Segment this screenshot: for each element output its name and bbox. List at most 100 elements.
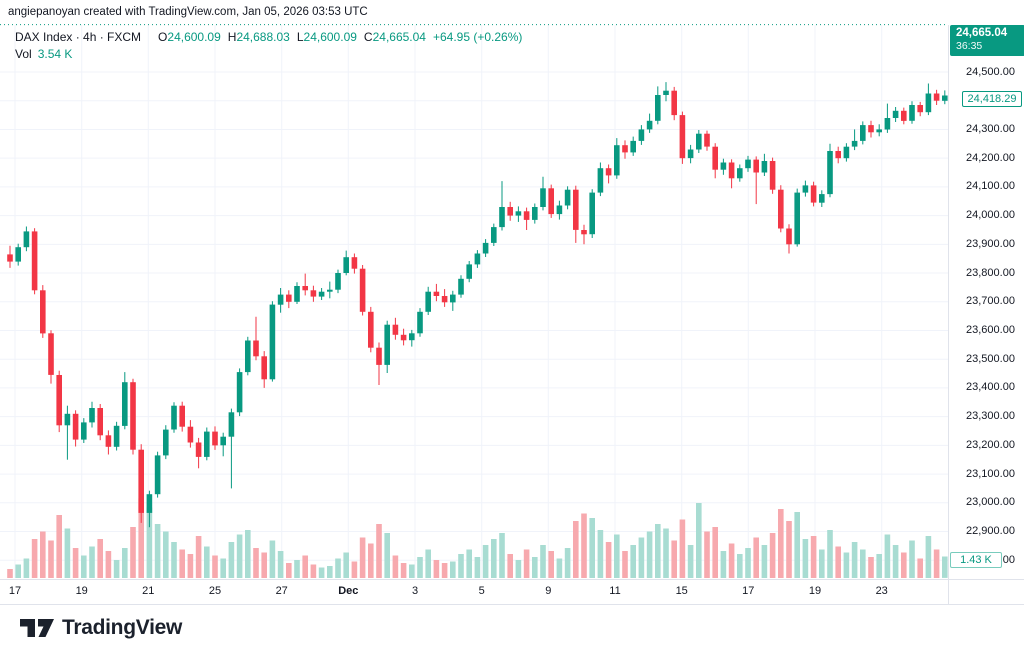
- volume-bar: [564, 548, 571, 578]
- volume-bar: [802, 539, 809, 578]
- volume-bar: [277, 551, 284, 578]
- candle-body: [409, 333, 415, 341]
- volume-bar: [761, 545, 768, 578]
- candle-body: [171, 405, 177, 430]
- candle-body: [663, 90, 669, 95]
- time-tick-label: 25: [208, 585, 222, 597]
- volume-bar: [409, 564, 415, 578]
- candle-body: [277, 294, 284, 305]
- candle-body: [236, 372, 243, 413]
- candle-body: [589, 192, 595, 235]
- volume-bar: [892, 545, 899, 578]
- candle-body: [638, 129, 645, 141]
- volume-bar: [876, 554, 882, 578]
- candle-body: [753, 159, 759, 173]
- candle-body: [105, 435, 112, 447]
- volume-bar: [942, 556, 948, 578]
- candle-body: [597, 168, 604, 193]
- open-label: O: [158, 30, 168, 44]
- candle-body: [925, 93, 932, 113]
- candle-body: [884, 118, 891, 130]
- candle-body: [581, 230, 587, 235]
- volume-bar: [843, 552, 850, 578]
- price-tick-label: 23,500.00: [966, 352, 1015, 365]
- volume-bar: [384, 533, 390, 578]
- close-value: 24,665.04: [372, 30, 426, 44]
- candle-body: [7, 254, 13, 262]
- candle-body: [318, 291, 325, 297]
- volume-bar: [23, 558, 30, 578]
- volume-bar: [769, 533, 776, 578]
- volume-bar: [901, 552, 907, 578]
- candle-body: [933, 93, 940, 101]
- volume-bar: [138, 498, 144, 578]
- candle-body: [540, 188, 546, 207]
- volume-bar: [728, 543, 735, 578]
- time-tick-label: 19: [808, 585, 822, 597]
- volume-bar: [622, 551, 628, 578]
- candle-body: [163, 429, 169, 456]
- candle-body: [942, 95, 948, 101]
- volume-bar: [228, 542, 235, 578]
- volume-bar: [909, 540, 915, 578]
- volume-bar: [392, 555, 399, 578]
- volume-bar: [819, 549, 825, 578]
- volume-bar: [97, 539, 103, 578]
- volume-bar: [671, 540, 677, 578]
- volume-bar: [630, 545, 636, 578]
- candle-body: [482, 242, 489, 254]
- low-value: 24,600.09: [303, 30, 357, 44]
- volume-label: Vol: [15, 47, 32, 61]
- chart-pane[interactable]: [0, 25, 948, 578]
- last-volume-label: 1.43 K: [950, 552, 1002, 568]
- volume-bar: [204, 546, 210, 578]
- volume-bar: [122, 548, 128, 578]
- volume-bar: [523, 549, 530, 578]
- volume-bar: [745, 548, 751, 578]
- volume-bar: [778, 509, 784, 578]
- volume-bar: [646, 531, 653, 578]
- volume-bar: [261, 552, 267, 578]
- current-price-badge: 24,665.04 36:35: [950, 25, 1024, 56]
- volume-bar: [589, 518, 595, 578]
- candle-body: [450, 294, 456, 303]
- candle-body: [179, 405, 185, 427]
- tradingview-logo[interactable]: TradingView: [20, 616, 182, 640]
- volume-bar: [482, 545, 489, 578]
- candle-body: [122, 382, 128, 426]
- volume-bar: [753, 537, 759, 578]
- candle-body: [851, 140, 858, 147]
- volume-bar: [540, 545, 546, 578]
- candle-body: [286, 294, 292, 302]
- candle-body: [761, 161, 768, 173]
- time-tick-label: 17: [742, 585, 755, 597]
- price-tick-label: 24,500.00: [966, 65, 1015, 78]
- price-tick-label: 23,600.00: [966, 324, 1015, 336]
- candle-body: [220, 436, 226, 446]
- candle-body: [138, 449, 144, 513]
- candle-body: [146, 494, 153, 513]
- candle-body: [835, 151, 841, 159]
- candle-body: [892, 110, 899, 118]
- candle-body: [712, 146, 718, 170]
- volume-bar: [89, 546, 95, 578]
- volume-bar: [351, 561, 358, 578]
- candle-body: [532, 207, 538, 220]
- volume-bar: [163, 531, 169, 578]
- volume-bar: [884, 534, 891, 578]
- volume-bar: [556, 558, 563, 578]
- candle-body: [843, 146, 850, 159]
- candle-body: [15, 247, 21, 262]
- candle-body: [458, 278, 464, 295]
- time-tick-label: 19: [75, 585, 88, 597]
- time-axis-border-bottom: [0, 604, 1024, 605]
- volume-bar: [712, 527, 718, 578]
- volume-bar: [860, 549, 866, 578]
- volume-bar: [696, 503, 702, 578]
- volume-bar: [31, 539, 38, 578]
- tradingview-logo-text: TradingView: [62, 616, 183, 639]
- candle-body: [696, 133, 702, 150]
- current-price-value: 24,665.04: [956, 27, 1008, 39]
- symbol-title[interactable]: DAX Index · 4h · FXCM: [15, 30, 142, 44]
- volume-bar: [655, 524, 661, 578]
